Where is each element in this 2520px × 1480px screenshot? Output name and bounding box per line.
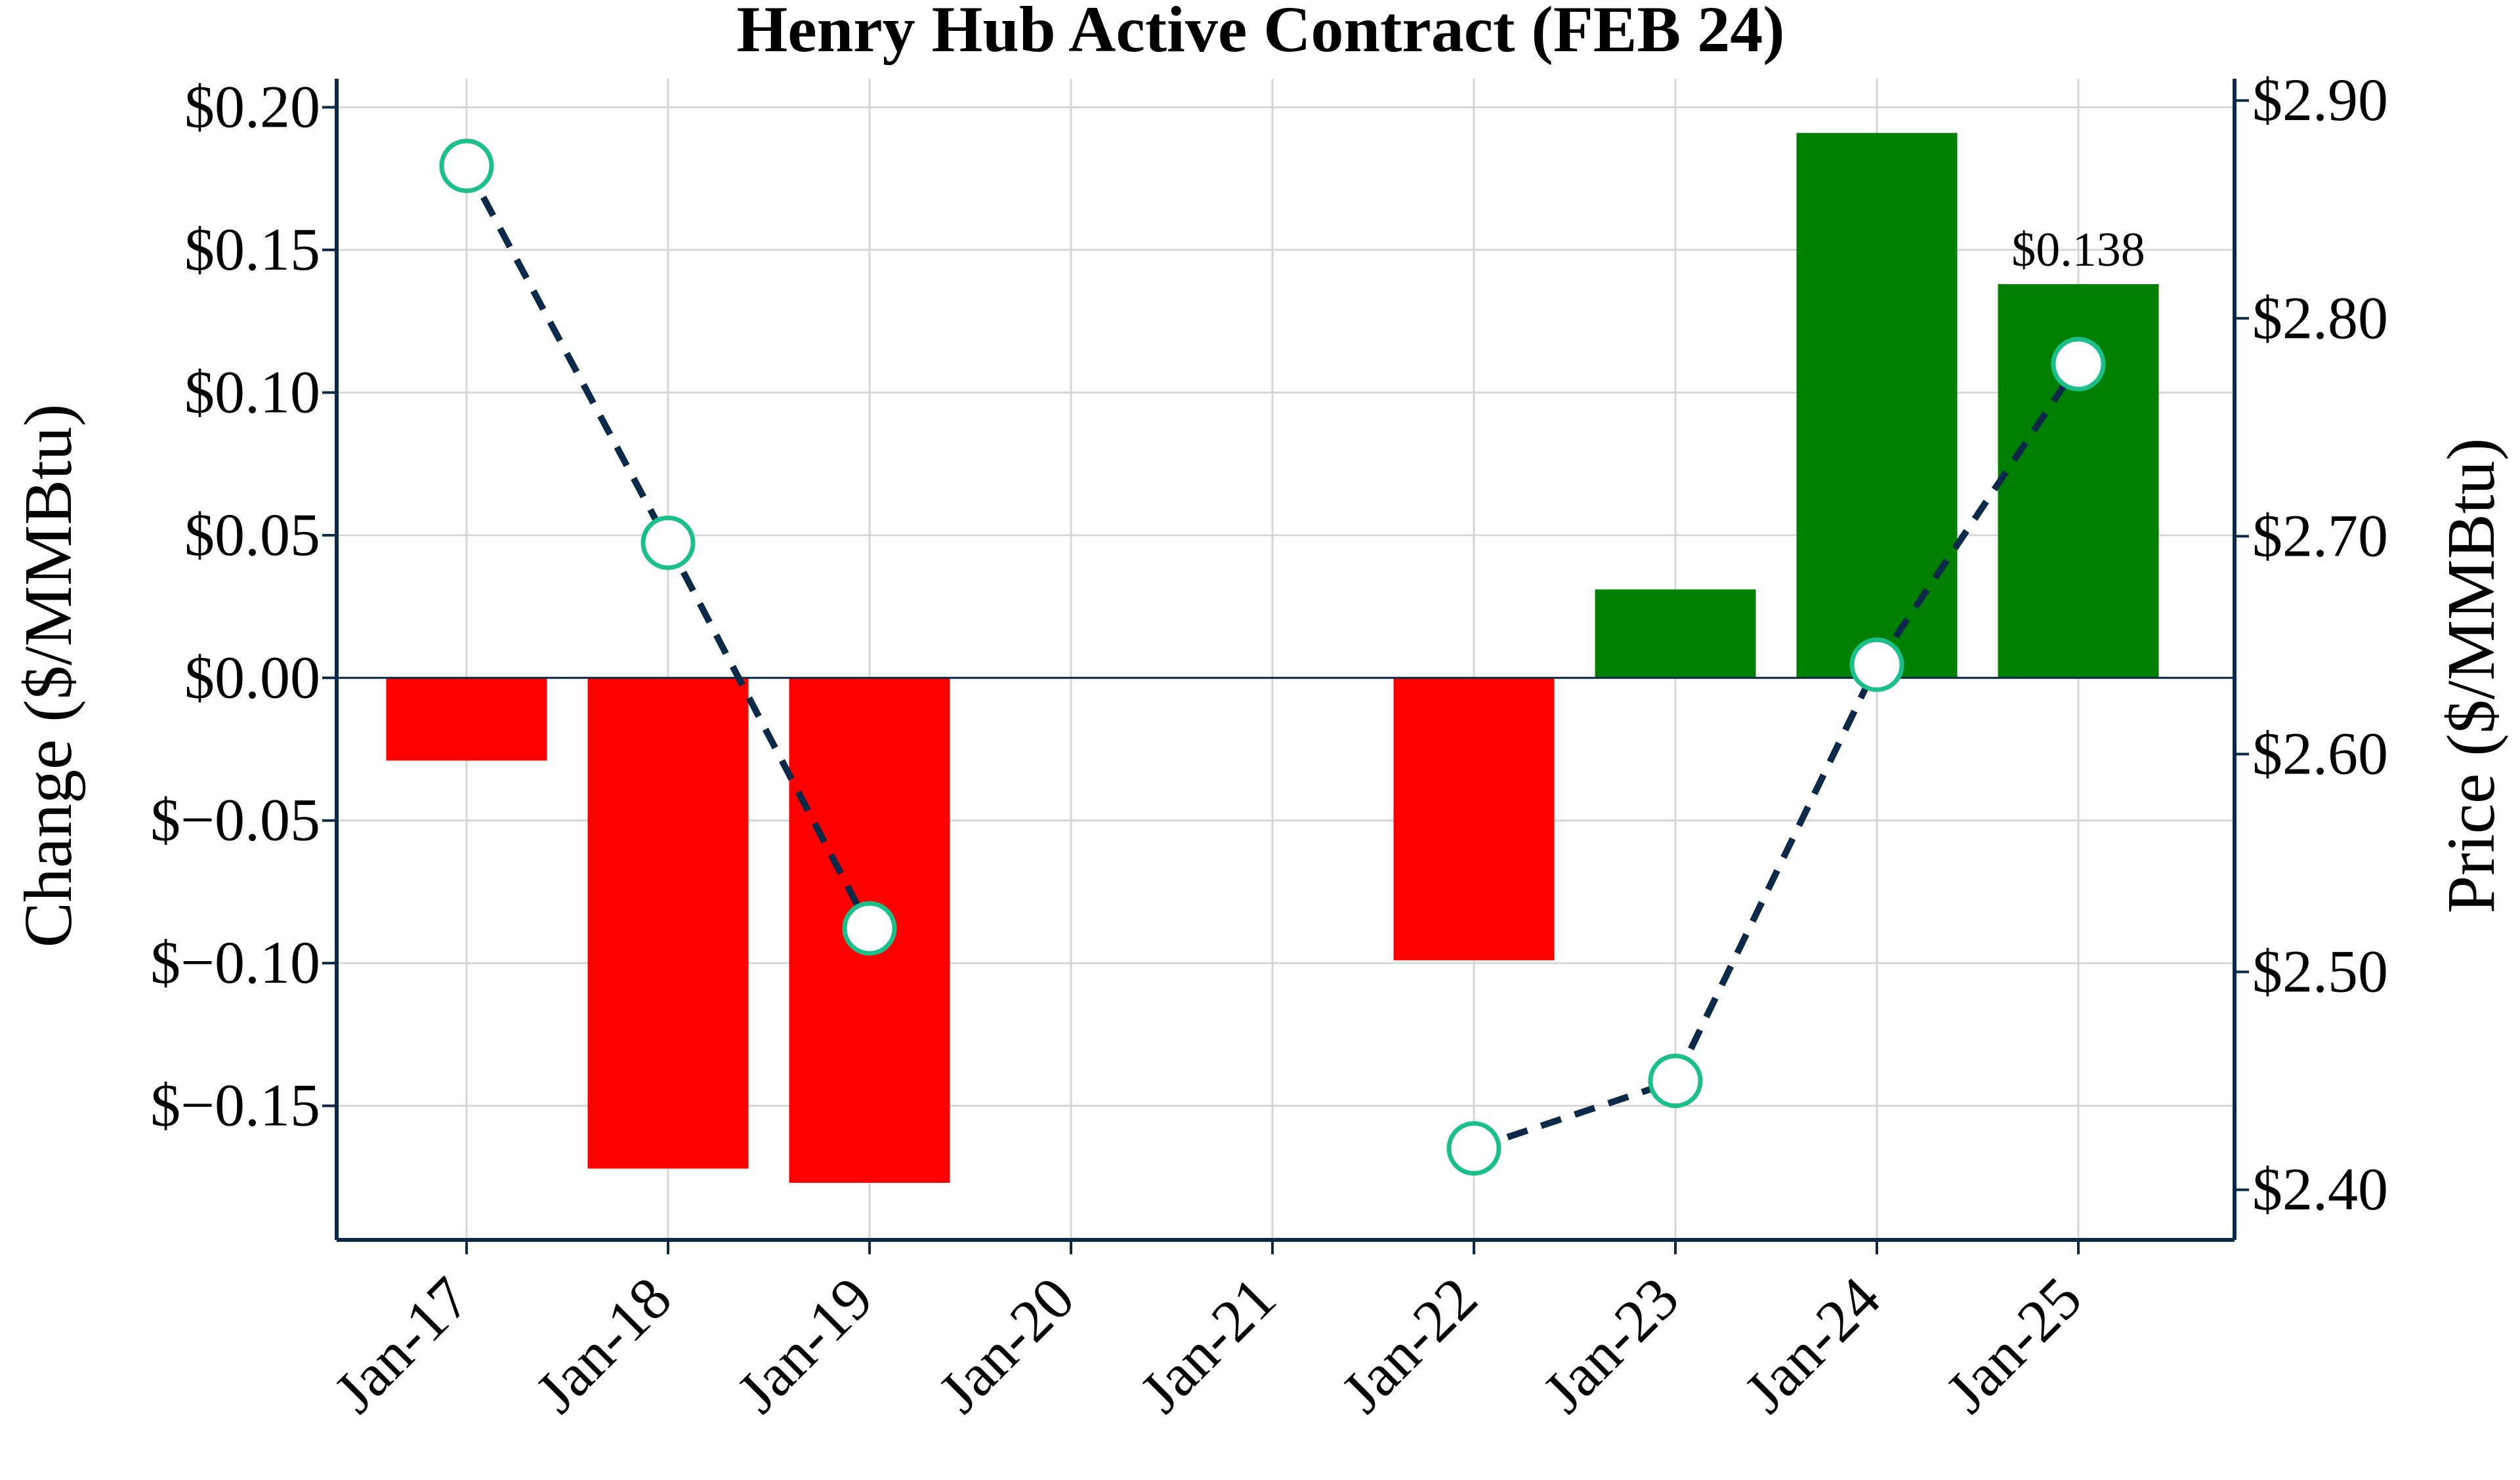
bar-jan-24 [1796,133,1958,678]
price-point-jan-25 [2051,337,2106,392]
bar-jan-17 [386,678,547,761]
left-tick-label: $−0.10 [150,929,320,996]
price-point-jan-23 [1648,1054,1703,1109]
x-tick-label: Jan-17 [322,1264,483,1426]
x-tick-label: Jan-25 [1933,1264,2095,1426]
right-axis-label: Price ($/MMBtu) [2433,438,2509,913]
chart-title: Henry Hub Active Contract (FEB 24) [736,0,1784,66]
x-tick-label: Jan-23 [1530,1264,1692,1426]
left-tick-label: $0.10 [184,358,320,425]
left-axis-label: Change ($/MMBtu) [10,403,86,947]
left-tick-label: $0.05 [184,501,320,568]
bar-value-label: $0.138 [2011,223,2145,277]
axes [335,79,2236,1242]
x-axis-ticks: Jan-17 Jan-18 Jan-19 Jan-20 Jan-21 Jan-22 Jan-… [322,1240,2095,1426]
price-point-jan-18 [640,515,696,570]
price-point-jan-24 [1849,637,1904,692]
bar-jan-23 [1595,589,1756,678]
right-tick-label: $2.70 [2252,502,2388,569]
price-point-jan-22 [1446,1121,1502,1176]
right-tick-label: $2.60 [2252,720,2388,787]
price-point-jan-17 [439,138,494,194]
right-axis-ticks: $2.90 $2.80 $2.70 $2.60 $2.50 $2.40 [2235,66,2388,1223]
x-tick-label: Jan-24 [1732,1264,1893,1426]
left-tick-label: $0.00 [184,644,320,710]
right-tick-label: $2.50 [2252,938,2388,1005]
left-tick-label: $0.15 [184,216,320,283]
price-series [439,138,2106,1176]
x-tick-label: Jan-21 [1127,1264,1289,1426]
x-tick-label: Jan-19 [724,1264,886,1426]
x-tick-label: Jan-18 [523,1264,684,1426]
left-tick-label: $−0.15 [150,1072,320,1139]
right-tick-label: $2.40 [2252,1156,2388,1223]
price-point-jan-19 [842,901,897,956]
data-labels: $0.138 [2011,223,2145,277]
right-tick-label: $2.90 [2252,66,2388,133]
x-tick-label: Jan-20 [926,1264,1087,1426]
left-axis-ticks: $0.20 $0.15 $0.10 $0.05 $0.00 $−0.05 $−0.10 $−0… [150,73,337,1139]
left-tick-label: $0.20 [184,73,320,140]
left-tick-label: $−0.05 [150,787,320,853]
x-tick-label: Jan-22 [1329,1264,1490,1426]
right-tick-label: $2.80 [2252,284,2388,351]
bar-jan-22 [1393,678,1555,960]
bar-jan-18 [587,678,749,1169]
